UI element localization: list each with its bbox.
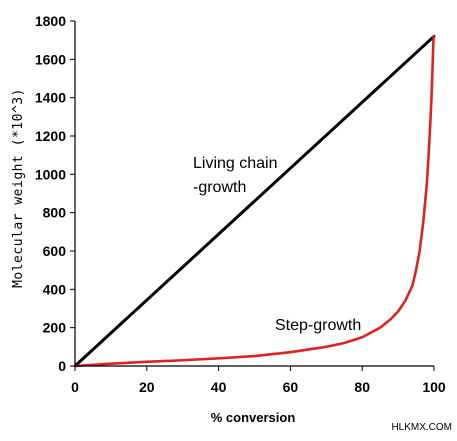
y-tick-label: 600 [43, 243, 67, 259]
x-tick-label: 0 [71, 379, 79, 395]
y-tick-label: 1000 [35, 166, 66, 182]
x-tick-label: 40 [211, 379, 227, 395]
y-tick-label: 1200 [35, 128, 66, 144]
x-tick-label: 60 [283, 379, 299, 395]
y-tick-label: 1600 [35, 51, 66, 67]
y-tick-label: 200 [43, 320, 67, 336]
watermark: HLKMX.COM [391, 422, 452, 433]
labels: % conversion Molecular weight (*10^3) HL… [11, 13, 452, 433]
y-tick-label: 800 [43, 205, 67, 221]
annotation-living-line-2: -growth [193, 179, 246, 196]
x-tick-label: 100 [422, 379, 446, 395]
x-axis-title: % conversion [211, 410, 296, 425]
y-axis-title: Molecular weight (*10^3) [11, 88, 26, 288]
series-line-living-chain-growth [73, 34, 436, 368]
y-tick-label: 1400 [35, 90, 66, 106]
y-tick-label: 0 [58, 358, 66, 374]
annotation-step-line-1: Step-growth [275, 317, 361, 334]
plot-area [73, 34, 436, 368]
annotation-living-line-1: Living chain [193, 155, 278, 172]
x-tick-label: 80 [354, 379, 370, 395]
x-tick-label: 20 [139, 379, 155, 395]
y-tick-label: 400 [43, 281, 67, 297]
series-line-step-growth [73, 35, 435, 368]
y-tick-label: 1800 [35, 13, 66, 29]
axes [70, 20, 435, 371]
